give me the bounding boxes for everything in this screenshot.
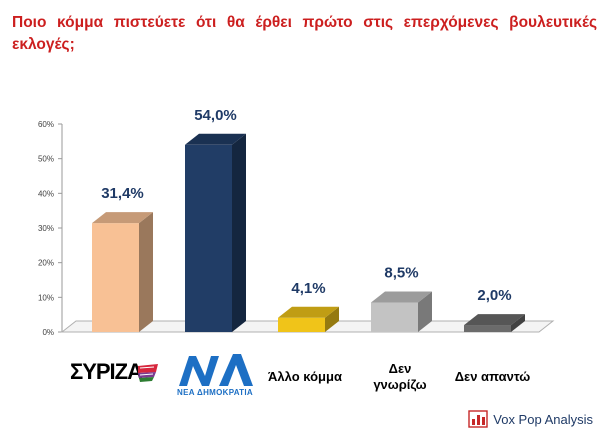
- category-label-no-answer: Δεν απαντώ: [454, 369, 531, 384]
- bar-side: [418, 291, 432, 332]
- bars: [92, 133, 525, 332]
- bar-front: [371, 302, 418, 332]
- bar-top: [92, 212, 153, 224]
- y-tick-label: 10%: [38, 293, 54, 302]
- nd-logo-subtitle: ΝΕΑ ΔΗΜΟΚΡΑΤΙΑ: [177, 388, 253, 397]
- y-tick-label: 60%: [38, 120, 54, 129]
- bar-front: [278, 317, 325, 332]
- bar-front: [185, 144, 232, 332]
- syriza-flag-icon: [138, 364, 158, 382]
- value-label: 54,0%: [194, 107, 237, 124]
- category-label-other-party: Άλλο κόμμα: [268, 369, 342, 384]
- value-label: 2,0%: [477, 287, 511, 304]
- nd-logo-mark-icon: [179, 354, 253, 386]
- bar-top: [185, 133, 246, 145]
- survey-question-title: Ποιο κόμμα πιστεύετε ότι θα έρθει πρώτο …: [12, 14, 597, 53]
- value-label: 8,5%: [384, 265, 418, 282]
- syriza-logo-text: ΣΥΡΙΖΑ: [70, 359, 143, 384]
- bar: [185, 133, 246, 332]
- brand-footer: Vox Pop Analysis: [468, 409, 593, 429]
- y-tick-label: 30%: [38, 224, 54, 233]
- bar-top: [464, 314, 525, 326]
- value-labels: 31,4% 54,0% 4,1% 8,5% 2,0%: [101, 107, 511, 304]
- y-tick-label: 20%: [38, 259, 54, 268]
- bar: [92, 212, 153, 332]
- y-axis: 0% 10% 20% 30% 40% 50% 60%: [38, 120, 63, 337]
- nd-logo: ΝΕΑ ΔΗΜΟΚΡΑΤΙΑ: [175, 350, 255, 398]
- bar-top: [371, 291, 432, 303]
- value-label: 4,1%: [291, 280, 325, 297]
- category-label-dont-know: Δεν γνωρίζω: [373, 361, 427, 392]
- bar: [371, 291, 432, 332]
- bar-top: [278, 306, 339, 318]
- bar-side: [139, 212, 153, 332]
- syriza-logo: ΣΥΡΙΖΑ: [70, 358, 165, 388]
- bar-front: [464, 325, 511, 332]
- bar: [278, 306, 339, 332]
- bar-side: [232, 133, 246, 332]
- bar-front: [92, 223, 139, 332]
- y-tick-label: 50%: [38, 155, 54, 164]
- bar-side: [325, 306, 339, 332]
- y-tick-label: 40%: [38, 189, 54, 198]
- y-tick-label: 0%: [42, 328, 54, 337]
- bar-chart-logo-icon: [468, 410, 488, 428]
- bar: [464, 314, 525, 332]
- value-label: 31,4%: [101, 185, 144, 202]
- bar-side: [511, 314, 525, 332]
- brand-name: Vox Pop Analysis: [493, 411, 593, 427]
